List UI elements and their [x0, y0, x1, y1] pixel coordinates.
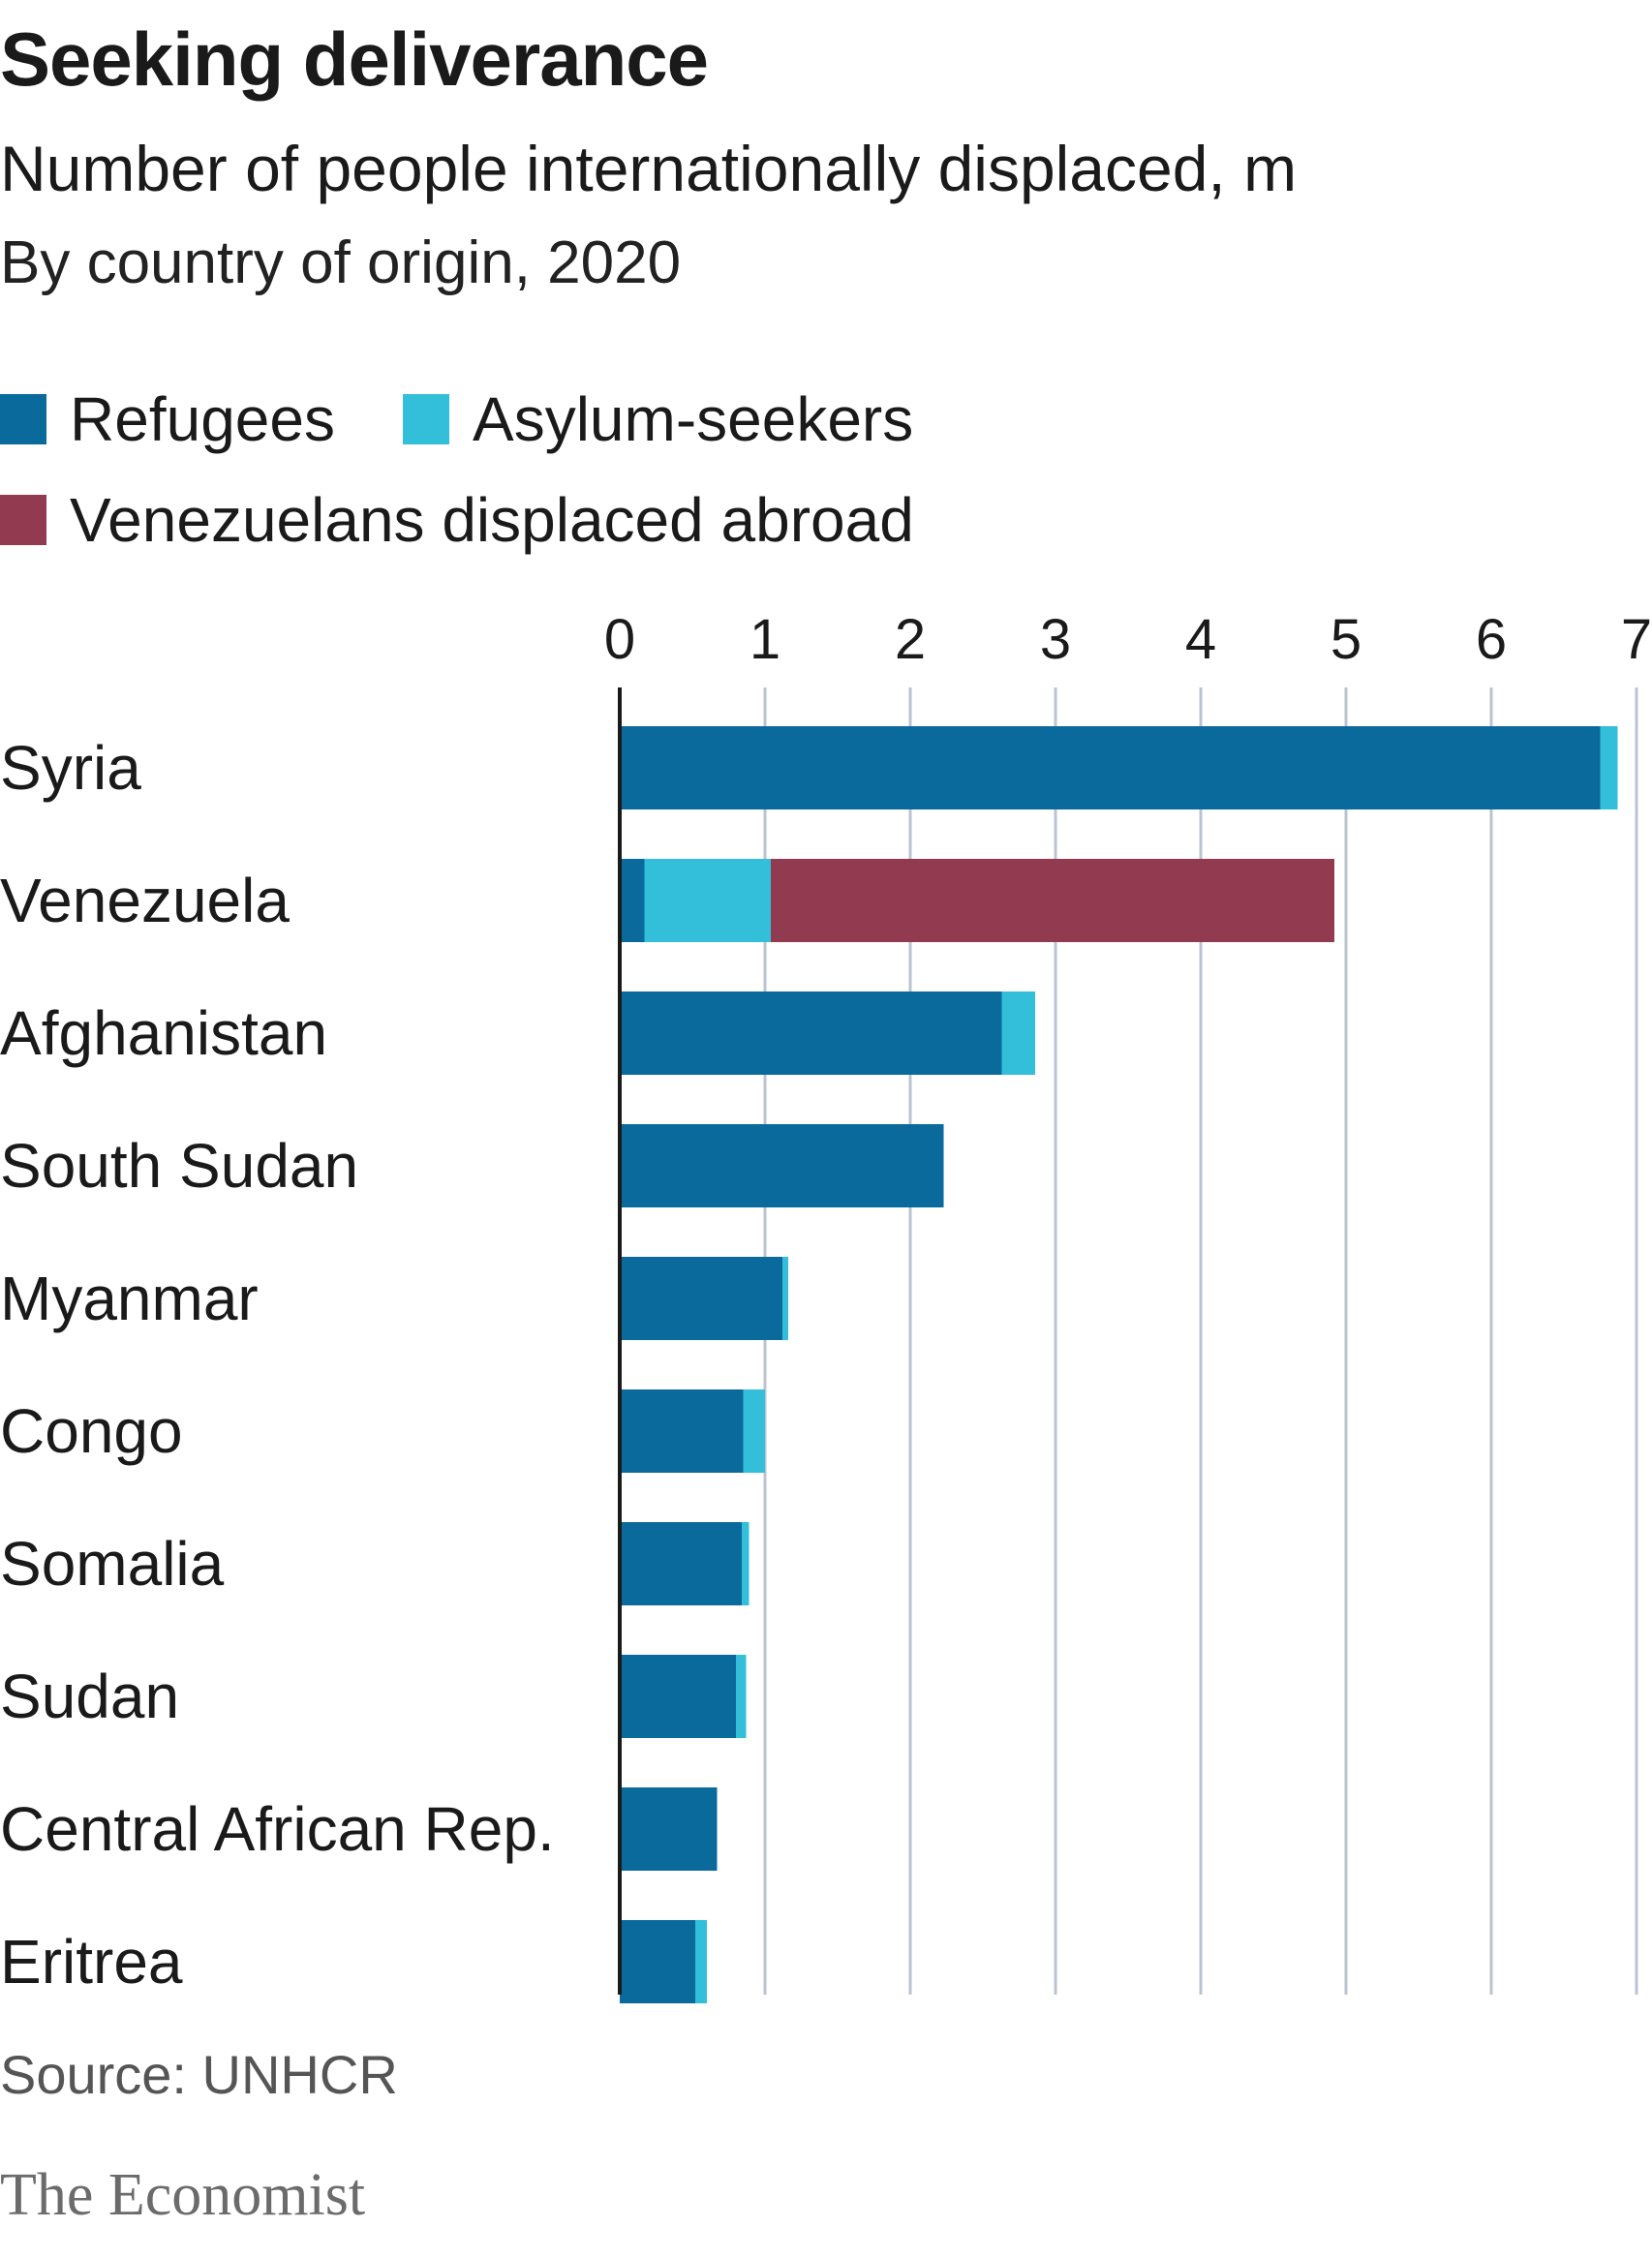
- category-label: Somalia: [0, 1529, 225, 1599]
- category-label: Afghanistan: [0, 998, 327, 1068]
- bar-refugees: [620, 1124, 944, 1207]
- legend-label-refugees: Refugees: [70, 384, 335, 454]
- x-tick-label: 0: [604, 608, 635, 671]
- bar-refugees: [620, 1522, 742, 1605]
- category-label: Syria: [0, 733, 141, 803]
- bar-refugees: [620, 992, 1002, 1075]
- bar-refugees: [620, 726, 1601, 809]
- publisher-logo: The Economist: [0, 2162, 366, 2228]
- x-tick-label: 7: [1621, 608, 1652, 671]
- category-label: Eritrea: [0, 1927, 183, 1997]
- category-label: Congo: [0, 1396, 183, 1466]
- legend-swatch-asylum-seekers: [403, 394, 449, 444]
- bar-asylum-seekers: [695, 1920, 707, 2003]
- category-label: Sudan: [0, 1662, 179, 1731]
- bar-refugees: [620, 1787, 718, 1871]
- x-tick-label: 4: [1185, 608, 1216, 671]
- bar-asylum-seekers: [1001, 992, 1035, 1075]
- bar-refugees: [620, 1389, 744, 1473]
- bar-asylum-seekers: [736, 1655, 747, 1738]
- category-label: Myanmar: [0, 1264, 259, 1333]
- x-tick-label: 2: [895, 608, 926, 671]
- bar-asylum-seekers: [782, 1257, 788, 1340]
- chart-subtitle: Number of people internationally displac…: [0, 133, 1298, 204]
- bar-chart: 0 1 2 3 4 5 6 7 Syria Venezuela Afghanistan South S…: [0, 608, 1652, 2003]
- x-tick-label: 5: [1331, 608, 1361, 671]
- legend-swatch-venezuelans: [0, 495, 46, 545]
- legend-item-venezuelans: Venezuelans displaced abroad: [0, 484, 914, 556]
- bar-asylum-seekers: [742, 1522, 750, 1605]
- x-tick-label: 3: [1040, 608, 1071, 671]
- category-label: South Sudan: [0, 1131, 358, 1201]
- bar-asylum-seekers: [644, 859, 771, 942]
- bar-venezuelans: [771, 859, 1334, 942]
- chart-title: Seeking deliverance: [0, 16, 709, 102]
- bar-asylum-seekers: [1600, 726, 1618, 809]
- bar-refugees: [620, 1257, 782, 1340]
- bar-refugees: [620, 1920, 695, 2003]
- category-label: Central African Rep.: [0, 1794, 555, 1864]
- bar-refugees: [620, 859, 645, 942]
- legend-label-asylum-seekers: Asylum-seekers: [473, 384, 914, 454]
- category-label: Venezuela: [0, 866, 290, 935]
- x-tick-label: 1: [750, 608, 780, 671]
- bar-asylum-seekers: [743, 1389, 765, 1473]
- legend-swatch-refugees: [0, 394, 46, 444]
- source-note: Source: UNHCR: [0, 2044, 398, 2105]
- legend-item-asylum-seekers: Asylum-seekers: [403, 383, 913, 455]
- legend-item-refugees: Refugees: [0, 383, 335, 455]
- bar-refugees: [620, 1655, 736, 1738]
- x-tick-label: 6: [1476, 608, 1507, 671]
- legend-label-venezuelans: Venezuelans displaced abroad: [70, 485, 914, 555]
- chart-note: By country of origin, 2020: [0, 229, 682, 296]
